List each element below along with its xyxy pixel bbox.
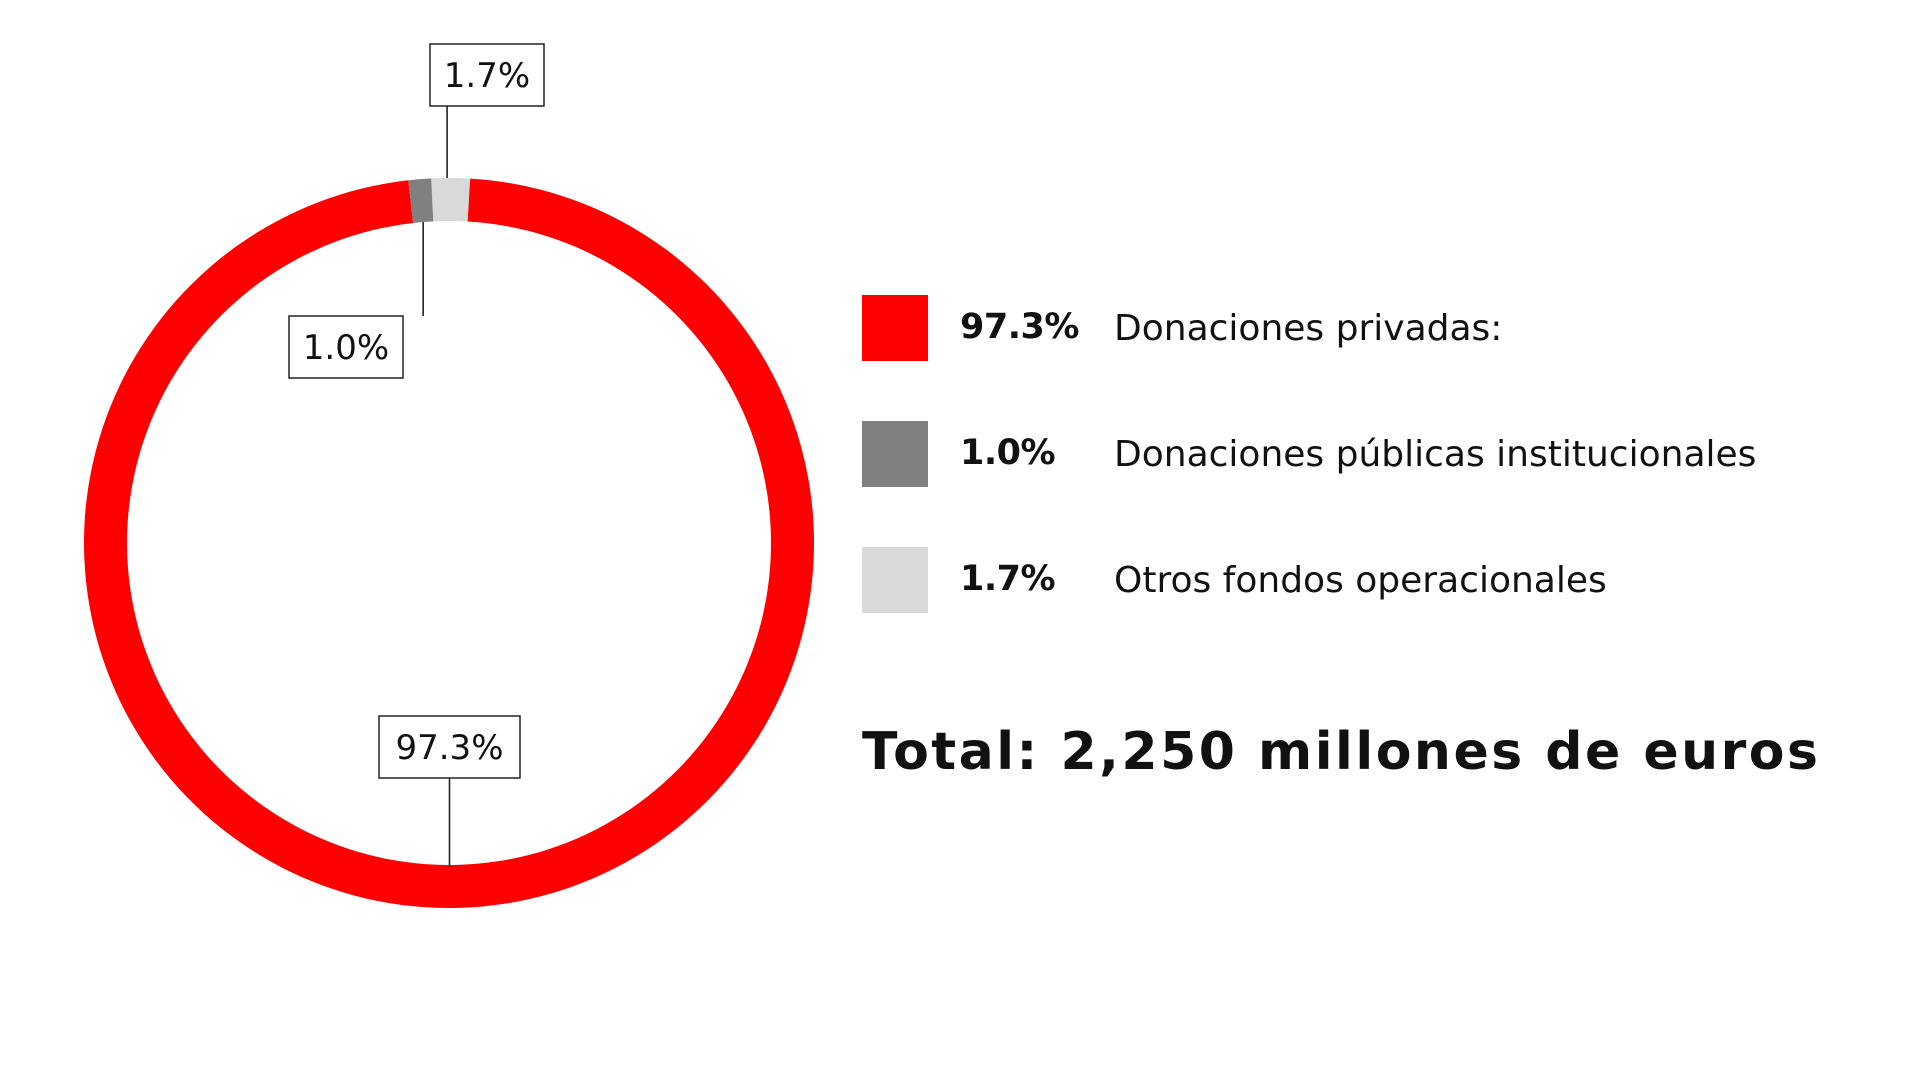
legend-value: 1.7% (960, 559, 1056, 599)
legend-label: Donaciones privadas: (1114, 308, 1503, 349)
legend-value: 97.3% (960, 307, 1079, 347)
callout-1: 1.0% (288, 222, 424, 379)
legend-label: Otros fondos operacionales (1114, 560, 1607, 601)
donut-slice-1 (408, 178, 434, 224)
legend-item-otros-fondos: 1.7% Otros fondos operacionales (862, 547, 1902, 613)
callout-box (288, 315, 404, 379)
callout-box (378, 715, 521, 779)
callout-box (429, 43, 545, 107)
callout-value-label: 1.7% (444, 56, 530, 96)
donut-slice-2 (431, 178, 471, 222)
legend-value: 1.0% (960, 433, 1056, 473)
callout-0: 97.3% (378, 715, 521, 867)
callout-2: 1.7% (429, 43, 545, 179)
legend-swatch (862, 421, 928, 487)
legend-swatch (862, 295, 928, 361)
total-label: Total: 2,250 millones de euros (862, 722, 1821, 782)
donut-callouts: 1.7% 1.0% 97.3% (288, 43, 545, 867)
callout-value-label: 1.0% (303, 328, 389, 368)
legend-item-donaciones-publicas: 1.0% Donaciones públicas institucionales (862, 421, 1902, 487)
donut-slices (83, 178, 814, 908)
legend: 97.3% Donaciones privadas: 1.0% Donacion… (862, 295, 1902, 673)
legend-swatch (862, 547, 928, 613)
legend-label: Donaciones públicas institucionales (1114, 434, 1757, 475)
legend-item-donaciones-privadas: 97.3% Donaciones privadas: (862, 295, 1902, 361)
callout-value-label: 97.3% (395, 728, 503, 768)
